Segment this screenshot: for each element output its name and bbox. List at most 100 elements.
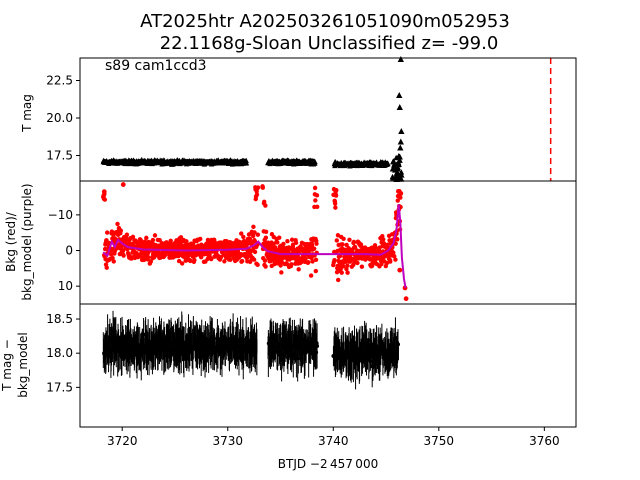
- background-point: [293, 240, 299, 245]
- background-point: [388, 259, 393, 264]
- middle-y-label-line-1: Bkg (red)/: [4, 211, 18, 272]
- background-point: [145, 255, 151, 260]
- background-point: [205, 237, 211, 243]
- background-point: [101, 189, 107, 195]
- background-point: [344, 266, 349, 272]
- y-tick-label: 17.5: [46, 380, 73, 394]
- background-point: [340, 242, 345, 247]
- x-tick-label: 3760: [529, 434, 560, 448]
- background-point: [105, 230, 110, 235]
- background-point: [314, 241, 319, 246]
- x-axis-ticks: 3720 3730 3740 3750 3760: [107, 427, 560, 448]
- background-point: [255, 262, 260, 268]
- background-point: [358, 242, 364, 247]
- background-point: [263, 203, 268, 208]
- x-tick-label: 3720: [107, 434, 138, 448]
- background-model-line: [102, 204, 407, 289]
- magnitude-point: [385, 160, 391, 166]
- magnitude-point: [397, 138, 404, 145]
- background-point: [198, 254, 204, 260]
- background-point: [251, 224, 256, 230]
- magnitude-point: [397, 56, 404, 62]
- background-point: [120, 248, 126, 253]
- x-tick-label: 3730: [212, 434, 243, 448]
- bottom-y-ticks: 17.5 18.0 18.5: [46, 312, 80, 394]
- background-point: [392, 253, 397, 259]
- background-point: [345, 263, 350, 268]
- background-point: [255, 232, 261, 237]
- background-point: [289, 262, 294, 267]
- background-point: [334, 187, 339, 193]
- background-point: [130, 234, 136, 240]
- background-point: [306, 260, 311, 265]
- magnitude-point: [390, 158, 396, 165]
- title-line-2: 22.1168g-Sloan Unclassified z= -99.0: [160, 33, 499, 54]
- x-tick-label: 3740: [318, 434, 349, 448]
- background-point: [397, 267, 403, 273]
- panel-bottom: 17.5 18.0 18.5 3720 3730 3740 3750 3760 T mag …: [0, 303, 577, 448]
- background-point: [313, 198, 318, 203]
- magnitude-point: [398, 169, 405, 175]
- background-point: [314, 193, 320, 198]
- background-point: [398, 195, 403, 200]
- background-point: [247, 236, 253, 241]
- background-point: [209, 256, 214, 262]
- background-point: [332, 257, 337, 263]
- background-point: [255, 185, 261, 190]
- background-point: [104, 265, 109, 270]
- background-point: [254, 192, 260, 197]
- background-point: [124, 232, 130, 237]
- background-point: [310, 259, 315, 264]
- background-point: [311, 246, 317, 251]
- background-point: [251, 257, 257, 262]
- background-point: [333, 205, 338, 210]
- background-point: [296, 267, 301, 272]
- background-point: [252, 230, 257, 235]
- background-point: [168, 238, 173, 244]
- background-point: [334, 238, 339, 243]
- background-point: [279, 270, 284, 275]
- background-point: [263, 235, 269, 240]
- middle-plot-area: [101, 182, 409, 302]
- background-point: [184, 239, 189, 244]
- bottom-plot-area: [102, 310, 401, 390]
- magnitude-point: [396, 92, 403, 98]
- y-tick-label: 18.0: [46, 346, 73, 360]
- background-point: [263, 229, 269, 234]
- background-point: [144, 235, 149, 241]
- magnitude-point: [396, 104, 403, 110]
- background-point: [303, 256, 308, 262]
- background-point: [335, 233, 341, 238]
- residual-point: [315, 343, 320, 348]
- background-point: [309, 255, 314, 261]
- magnitude-point: [390, 174, 396, 181]
- title-line-1: AT2025htr A202503261051090m052953: [140, 11, 510, 32]
- background-point: [262, 258, 268, 263]
- residual-point: [295, 356, 300, 361]
- background-point: [393, 257, 398, 262]
- background-point: [275, 240, 280, 245]
- top-plot-area: [100, 56, 552, 182]
- background-point: [281, 241, 286, 247]
- background-point: [347, 237, 352, 242]
- background-point: [315, 204, 320, 210]
- background-point: [121, 253, 126, 258]
- top-y-ticks: 17.5 20.0 22.5: [46, 74, 80, 163]
- background-point: [228, 257, 233, 262]
- middle-y-label-line-2: bkg_model (purple): [20, 183, 34, 300]
- panel-middle: −10 0 10 Bkg (red)/ bkg_model (purple): [4, 180, 577, 305]
- bottom-y-label-line-2: bkg_model: [16, 332, 30, 398]
- background-point: [285, 239, 290, 244]
- background-point: [239, 258, 245, 264]
- background-point: [152, 233, 158, 238]
- top-y-label: T mag: [20, 94, 34, 133]
- y-tick-label: 22.5: [46, 74, 73, 88]
- background-point: [118, 228, 123, 233]
- background-point: [403, 296, 409, 302]
- background-point: [344, 242, 349, 248]
- background-point: [308, 273, 314, 278]
- background-point: [313, 268, 319, 274]
- magnitude-point: [396, 153, 403, 160]
- bottom-axes-frame: [79, 303, 577, 428]
